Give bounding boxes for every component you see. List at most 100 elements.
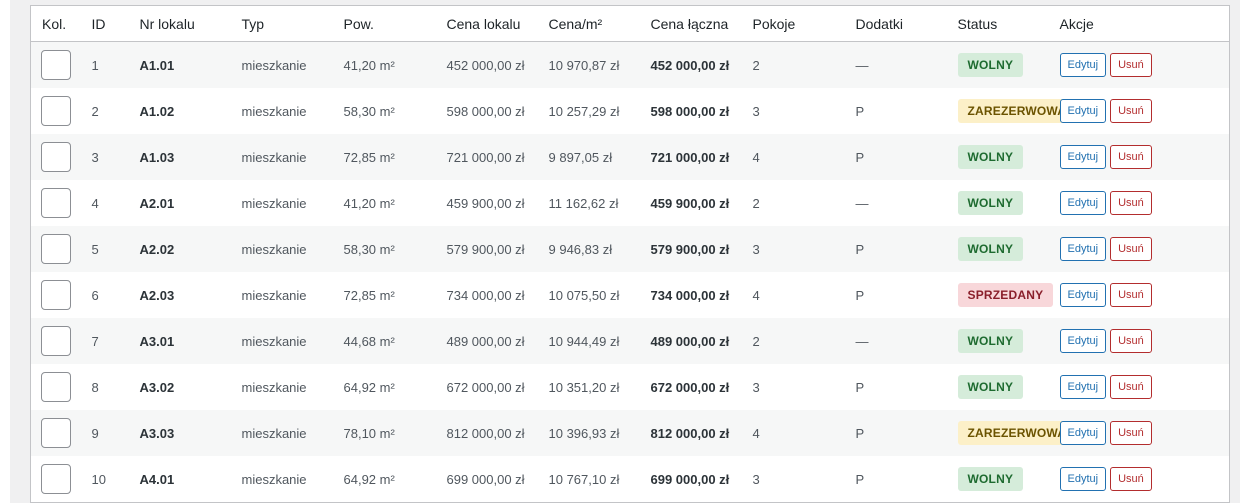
table-cell: 10 396,93 zł	[548, 425, 620, 441]
select-cell	[31, 410, 82, 456]
edit-button[interactable]: Edytuj	[1059, 237, 1107, 261]
table-row: 8 A3.02 mieszkanie 64,92 m² 672 000,00 zł 10 …	[31, 364, 1230, 410]
table-cell: 721 000,00 zł	[650, 149, 730, 165]
status-cell: WOLNY	[948, 180, 1050, 226]
table-cell: A2.03	[139, 287, 175, 303]
status-cell: WOLNY	[948, 364, 1050, 410]
table-cell: 11 162,62 zł	[548, 195, 619, 211]
units-table: Kol. ID Nr lokalu Typ Pow. Cena lokalu Cena/m²…	[30, 5, 1230, 503]
delete-button[interactable]: Usuń	[1110, 283, 1152, 307]
table-cell: A3.02	[139, 379, 175, 395]
column-header: Status	[947, 5, 1050, 42]
edit-button[interactable]: Edytuj	[1059, 375, 1107, 399]
delete-button[interactable]: Usuń	[1110, 329, 1152, 353]
checkbox[interactable]	[41, 372, 71, 402]
status-cell: WOLNY	[948, 318, 1050, 364]
table-row: 6 A2.03 mieszkanie 72,85 m² 734 000,00 zł 10 …	[31, 272, 1230, 318]
edit-button[interactable]: Edytuj	[1059, 191, 1107, 215]
actions-cell: Edytuj Usuń	[1050, 88, 1230, 134]
checkbox[interactable]	[41, 418, 71, 448]
table-cell: —	[855, 57, 869, 73]
edit-button[interactable]: Edytuj	[1059, 283, 1107, 307]
select-cell	[31, 134, 82, 180]
table-cell: A2.01	[139, 195, 175, 211]
table-cell: 9	[91, 425, 99, 441]
edit-button[interactable]: Edytuj	[1059, 467, 1107, 491]
status-cell: SPRZEDANY	[948, 272, 1054, 318]
table-cell: mieszkanie	[241, 333, 307, 349]
column-header: Pow.	[333, 5, 437, 42]
table-row: 7 A3.01 mieszkanie 44,68 m² 489 000,00 zł 10 …	[30, 318, 1230, 364]
table-cell: 734 000,00 zł	[650, 287, 730, 303]
table-cell: mieszkanie	[241, 195, 307, 211]
delete-button[interactable]: Usuń	[1110, 237, 1152, 261]
column-header: Nr lokalu	[129, 5, 232, 42]
delete-button[interactable]: Usuń	[1110, 99, 1152, 123]
table-cell: 10 970,87 zł	[548, 57, 620, 73]
status-cell: WOLNY	[948, 456, 1050, 503]
table-cell: 3	[752, 379, 760, 395]
table-cell: mieszkanie	[241, 241, 307, 257]
checkbox[interactable]	[41, 142, 71, 172]
delete-button[interactable]: Usuń	[1110, 191, 1152, 215]
delete-button[interactable]: Usuń	[1110, 53, 1152, 77]
edit-button[interactable]: Edytuj	[1059, 329, 1107, 353]
status-badge: WOLNY	[957, 53, 1024, 77]
column-header: Pokoje	[742, 5, 846, 42]
delete-button[interactable]: Usuń	[1110, 145, 1152, 169]
table-cell: 10 351,20 zł	[548, 379, 620, 395]
checkbox[interactable]	[41, 280, 71, 310]
edit-button[interactable]: Edytuj	[1059, 145, 1107, 169]
status-badge: ZAREZERWOWANY	[957, 421, 1094, 445]
table-cell: P	[855, 241, 865, 257]
status-badge: WOLNY	[957, 237, 1024, 261]
table-cell: mieszkanie	[241, 379, 307, 395]
table-cell: A3.03	[139, 425, 175, 441]
table-cell: 10 257,29 zł	[548, 103, 620, 119]
table-cell: 10 944,49 zł	[548, 333, 620, 349]
table-cell: 9 946,83 zł	[548, 241, 613, 257]
status-cell: WOLNY	[948, 226, 1050, 272]
table-cell: 5	[91, 241, 99, 257]
table-cell: 2	[752, 195, 760, 211]
table-row: 3 A1.03 mieszkanie 72,85 m² 721 000,00 zł 9 8…	[30, 134, 1230, 180]
table-cell: 41,20 m²	[343, 57, 395, 73]
table-cell: 3	[752, 241, 760, 257]
table-cell: A1.02	[139, 103, 175, 119]
table-cell: P	[855, 471, 865, 487]
status-cell: ZAREZERWOWANY	[948, 410, 1094, 456]
actions-cell: Edytuj Usuń	[1050, 456, 1230, 503]
edit-button[interactable]: Edytuj	[1059, 421, 1107, 445]
table-cell: 3	[752, 471, 760, 487]
table-cell: 6	[91, 287, 99, 303]
table-cell: P	[855, 287, 865, 303]
select-cell	[31, 364, 82, 410]
select-cell	[31, 180, 82, 226]
checkbox[interactable]	[41, 50, 71, 80]
table-cell: 734 000,00 zł	[446, 287, 525, 303]
delete-button[interactable]: Usuń	[1110, 421, 1152, 445]
table-cell: 72,85 m²	[343, 287, 395, 303]
table-cell: mieszkanie	[241, 471, 307, 487]
actions-cell: Edytuj Usuń	[1050, 180, 1230, 226]
status-cell: ZAREZERWOWANY	[948, 88, 1094, 134]
checkbox[interactable]	[41, 234, 71, 264]
actions-cell: Edytuj Usuń	[1050, 272, 1230, 318]
table-cell: 4	[91, 195, 99, 211]
checkbox[interactable]	[41, 188, 71, 218]
delete-button[interactable]: Usuń	[1110, 375, 1152, 399]
checkbox[interactable]	[41, 326, 71, 356]
delete-button[interactable]: Usuń	[1110, 467, 1152, 491]
status-badge: WOLNY	[957, 375, 1024, 399]
status-badge: SPRZEDANY	[957, 283, 1054, 307]
table-row: 1 A1.01 mieszkanie 41,20 m² 452 000,00 zł 10 …	[30, 41, 1230, 88]
table-cell: mieszkanie	[241, 103, 307, 119]
table-head: Kol. ID Nr lokalu Typ Pow. Cena lokalu Cena/m²…	[30, 5, 1230, 42]
checkbox[interactable]	[41, 96, 71, 126]
edit-button[interactable]: Edytuj	[1059, 99, 1107, 123]
table-cell: P	[855, 379, 865, 395]
select-cell	[31, 456, 82, 503]
edit-button[interactable]: Edytuj	[1059, 53, 1107, 77]
column-header: ID	[81, 5, 130, 42]
checkbox[interactable]	[41, 464, 71, 494]
